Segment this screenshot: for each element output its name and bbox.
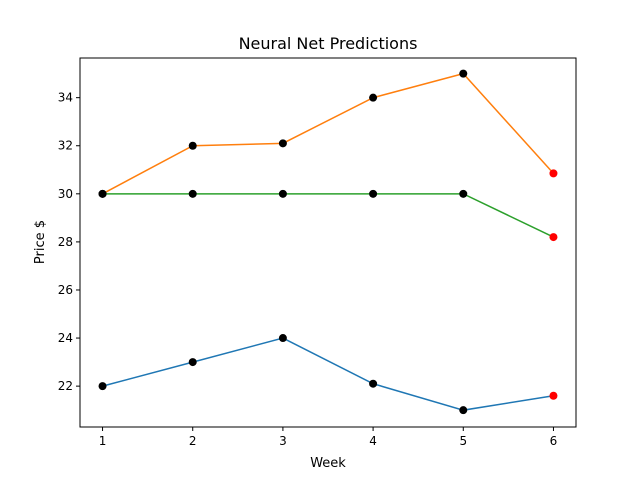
y-tick-label: 24: [58, 331, 73, 345]
plot-area-frame: [79, 57, 577, 428]
data-point: [98, 189, 107, 198]
predicted-point: [549, 391, 558, 400]
chart-title: Neural Net Predictions: [239, 34, 418, 53]
x-tick-label: 1: [99, 434, 107, 448]
x-tick-label: 6: [550, 434, 558, 448]
x-axis-label: Week: [310, 456, 346, 471]
data-point: [459, 189, 468, 198]
data-point: [369, 189, 378, 198]
data-point: [188, 358, 197, 367]
x-tick-label: 5: [459, 434, 467, 448]
data-point: [459, 69, 468, 78]
data-point: [188, 141, 197, 150]
data-point: [98, 382, 107, 391]
y-tick-label: 28: [58, 235, 73, 249]
x-tick-label: 2: [189, 434, 197, 448]
predicted-point: [549, 233, 558, 242]
data-point: [188, 189, 197, 198]
data-point: [278, 334, 287, 343]
y-axis-label: Price $: [33, 220, 48, 264]
data-point: [369, 93, 378, 102]
y-tick-label: 32: [58, 139, 73, 153]
data-point: [278, 139, 287, 148]
series-line-2: [102, 72, 555, 195]
x-tick-label: 4: [369, 434, 377, 448]
series-line-1: [102, 337, 554, 411]
y-axis: 22 24 26 28 30 32 34: [58, 91, 80, 393]
predicted-point: [549, 169, 558, 178]
y-tick-label: 34: [58, 91, 73, 105]
data-point: [369, 379, 378, 388]
y-tick-label: 22: [58, 379, 73, 393]
data-point: [278, 189, 287, 198]
y-tick-label: 26: [58, 283, 73, 297]
series-line-3: [102, 193, 554, 238]
x-axis: 1 2 3 4 5 6: [99, 427, 558, 448]
x-tick-label: 3: [279, 434, 287, 448]
data-points: [98, 69, 558, 415]
series-lines: [102, 72, 555, 411]
y-tick-label: 30: [58, 187, 73, 201]
data-point: [459, 406, 468, 415]
